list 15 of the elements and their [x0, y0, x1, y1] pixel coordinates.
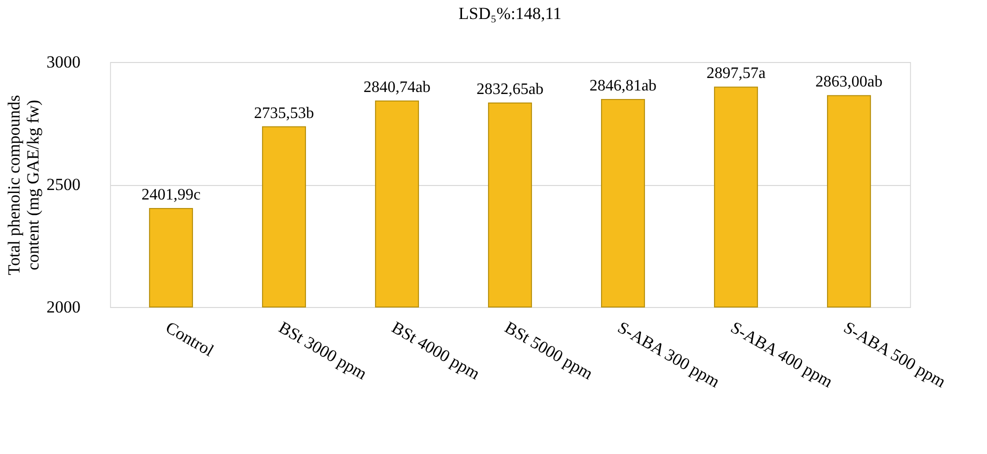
data-label: 2840,74ab — [363, 79, 431, 96]
x-tick-label: BSt 3000 ppm — [276, 318, 370, 384]
data-label: 2863,00ab — [815, 74, 883, 91]
x-tick-label: BSt 5000 ppm — [502, 318, 596, 384]
chart-title: LSD₅%:148,11 — [458, 4, 562, 23]
y-tick-label: 2000 — [46, 298, 80, 316]
x-tick-label: BSt 4000 ppm — [388, 318, 484, 384]
data-label: 2401,99c — [141, 186, 201, 204]
data-label: 2846,81ab — [589, 78, 657, 95]
data-label: 2897,57a — [706, 65, 766, 82]
y-axis-title: Total phenolic compounds content (mg GAE/kg fw) — [4, 94, 42, 276]
y-tick-label: 2500 — [46, 175, 80, 194]
data-label: 2832,65ab — [476, 81, 544, 98]
data-label: 2735,53b — [254, 104, 314, 122]
y-tick-label: 3000 — [46, 52, 80, 72]
